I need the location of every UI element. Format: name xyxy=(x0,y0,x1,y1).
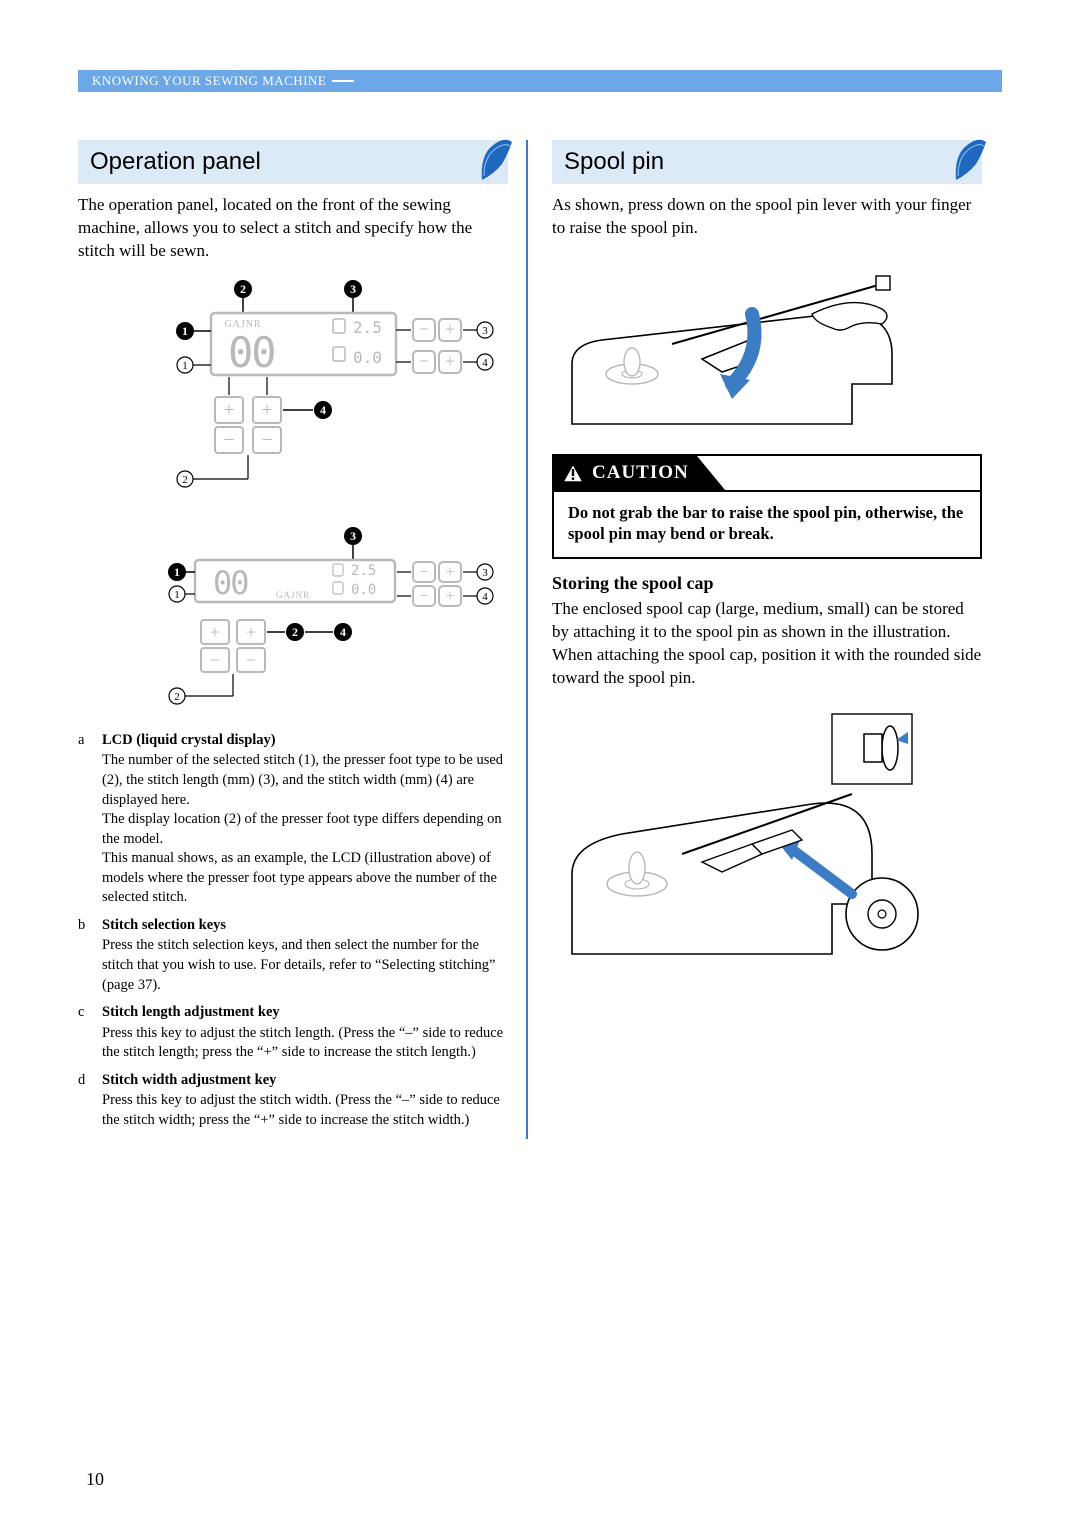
svg-text:−: − xyxy=(419,588,428,605)
operation-panel-intro: The operation panel, located on the fron… xyxy=(78,194,508,263)
operation-panel-diagram-1: 2 3 GAJNR 00 2.5 0.0 1 1 − + xyxy=(78,277,508,507)
def-title: LCD (liquid crystal display) xyxy=(102,731,508,751)
svg-text:+: + xyxy=(445,351,455,371)
def-item-d: d Stitch width adjustment key Press this… xyxy=(78,1071,508,1131)
svg-text:2: 2 xyxy=(292,625,298,639)
svg-text:3: 3 xyxy=(482,567,488,579)
svg-text:+: + xyxy=(445,588,454,605)
spool-pin-title: Spool pin xyxy=(552,140,982,184)
svg-text:3: 3 xyxy=(350,282,356,296)
spool-pin-illustration xyxy=(552,254,932,434)
operation-panel-title-text: Operation panel xyxy=(90,148,261,176)
caution-header: CAUTION xyxy=(554,456,980,490)
caution-text: Do not grab the bar to raise the spool p… xyxy=(554,490,980,557)
svg-text:2: 2 xyxy=(240,282,246,296)
svg-text:00: 00 xyxy=(213,564,248,602)
title-ornament-icon xyxy=(478,136,514,184)
def-desc: The number of the selected stitch (1), t… xyxy=(102,751,508,908)
def-title: Stitch width adjustment key xyxy=(102,1071,508,1091)
svg-text:3: 3 xyxy=(350,529,356,543)
caution-box: CAUTION Do not grab the bar to raise the… xyxy=(552,454,982,559)
def-title: Stitch length adjustment key xyxy=(102,1003,508,1023)
left-column: Operation panel The operation panel, loc… xyxy=(78,140,526,1139)
svg-text:2: 2 xyxy=(182,474,188,486)
svg-text:2.5: 2.5 xyxy=(353,318,382,337)
title-ornament-icon xyxy=(952,136,988,184)
svg-text:4: 4 xyxy=(320,403,326,417)
header-text: KNOWING YOUR SEWING MACHINE xyxy=(92,73,326,89)
svg-text:1: 1 xyxy=(174,589,180,601)
svg-text:−: − xyxy=(223,429,234,451)
svg-text:00: 00 xyxy=(228,328,275,377)
svg-text:+: + xyxy=(223,399,234,421)
svg-text:3: 3 xyxy=(482,325,488,337)
svg-text:−: − xyxy=(210,650,220,670)
def-letter: b xyxy=(78,916,102,995)
def-item-a: a LCD (liquid crystal display) The numbe… xyxy=(78,731,508,908)
spool-pin-intro: As shown, press down on the spool pin le… xyxy=(552,194,982,240)
svg-text:GAJNR: GAJNR xyxy=(276,590,310,600)
caution-label: CAUTION xyxy=(592,462,689,484)
svg-text:−: − xyxy=(261,429,272,451)
def-letter: c xyxy=(78,1003,102,1063)
right-column: Spool pin As shown, press down on the sp… xyxy=(528,140,1002,1139)
svg-text:2: 2 xyxy=(174,691,180,703)
svg-text:4: 4 xyxy=(482,357,488,369)
page-number: 10 xyxy=(86,1469,104,1490)
caution-banner: CAUTION xyxy=(554,456,697,490)
svg-text:−: − xyxy=(246,650,256,670)
svg-text:−: − xyxy=(419,351,429,371)
def-desc: Press the stitch selection keys, and the… xyxy=(102,936,508,995)
svg-text:1: 1 xyxy=(182,360,188,372)
def-letter: d xyxy=(78,1071,102,1131)
storing-spool-cap-body: The enclosed spool cap (large, medium, s… xyxy=(552,598,982,690)
spool-cap-illustration xyxy=(552,704,932,964)
svg-text:−: − xyxy=(419,319,429,339)
def-letter: a xyxy=(78,731,102,908)
def-desc: Press this key to adjust the stitch widt… xyxy=(102,1091,508,1130)
svg-text:1: 1 xyxy=(182,324,188,338)
svg-text:+: + xyxy=(210,622,220,642)
svg-text:4: 4 xyxy=(340,625,346,639)
def-desc: Press this key to adjust the stitch leng… xyxy=(102,1024,508,1063)
svg-text:0.0: 0.0 xyxy=(353,348,382,367)
svg-text:+: + xyxy=(261,399,272,421)
operation-panel-diagram-2: 3 00 GAJNR 2.5 0.0 1 1 − + 3 xyxy=(78,524,508,714)
spool-pin-title-text: Spool pin xyxy=(564,148,664,176)
svg-text:−: − xyxy=(419,564,428,581)
svg-text:2.5: 2.5 xyxy=(351,563,376,579)
def-item-c: c Stitch length adjustment key Press thi… xyxy=(78,1003,508,1063)
svg-text:+: + xyxy=(445,564,454,581)
svg-text:+: + xyxy=(246,622,256,642)
svg-text:+: + xyxy=(445,319,455,339)
svg-text:1: 1 xyxy=(174,565,180,579)
content-columns: Operation panel The operation panel, loc… xyxy=(78,140,1002,1139)
header-dash xyxy=(332,80,354,82)
svg-text:0.0: 0.0 xyxy=(351,582,376,598)
storing-spool-cap-heading: Storing the spool cap xyxy=(552,573,982,594)
warning-triangle-icon xyxy=(562,463,584,483)
page-header: KNOWING YOUR SEWING MACHINE xyxy=(78,70,1002,92)
def-item-b: b Stitch selection keys Press the stitch… xyxy=(78,916,508,995)
operation-panel-title: Operation panel xyxy=(78,140,508,184)
svg-text:4: 4 xyxy=(482,591,488,603)
definition-list: a LCD (liquid crystal display) The numbe… xyxy=(78,731,508,1131)
def-title: Stitch selection keys xyxy=(102,916,508,936)
